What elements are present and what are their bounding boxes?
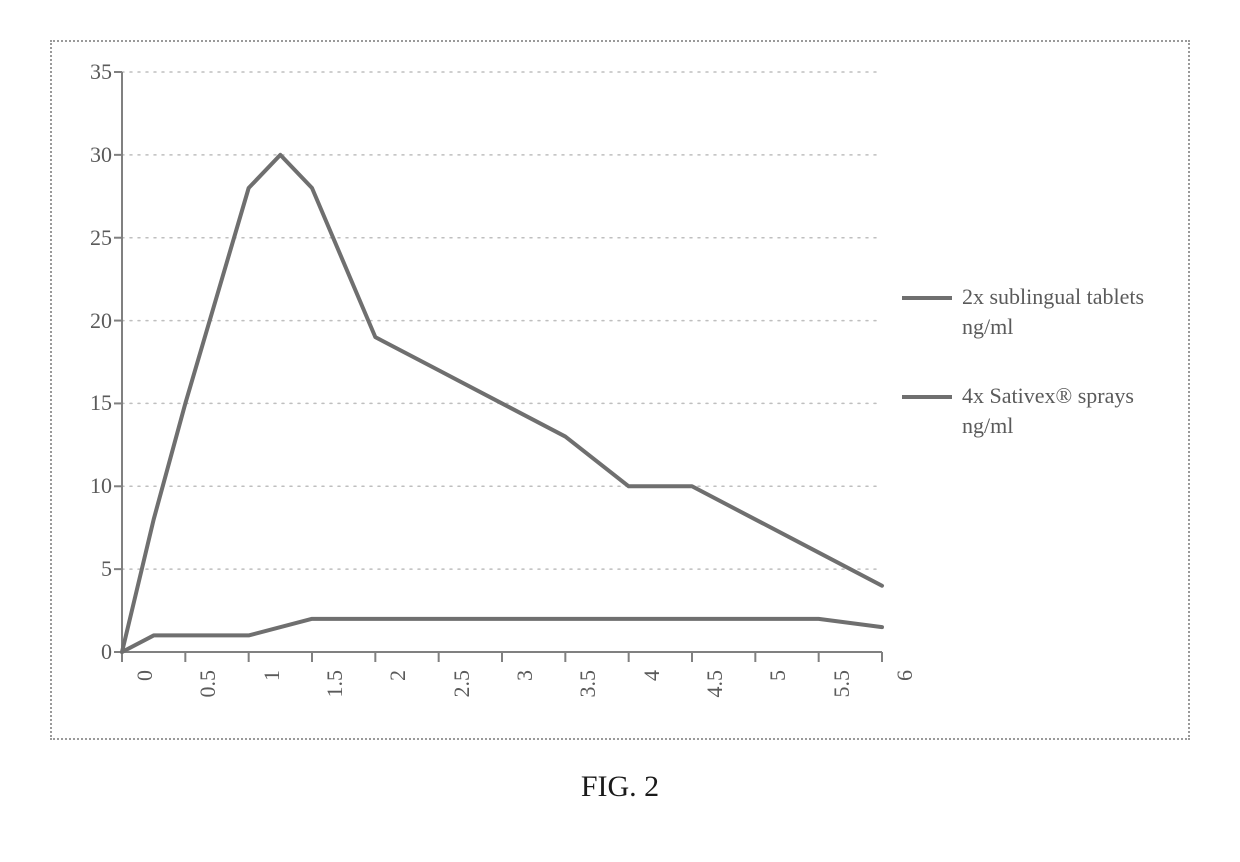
x-tick-label: 3 [512, 670, 538, 740]
y-tick-label: 25 [64, 225, 112, 251]
x-tick-label: 1.5 [322, 670, 348, 740]
y-tick-label: 30 [64, 142, 112, 168]
legend-item: 4x Sativex® sprays ng/ml [902, 381, 1172, 440]
y-tick-label: 35 [64, 59, 112, 85]
x-tick-label: 6 [892, 670, 918, 740]
x-tick-label: 5 [765, 670, 791, 740]
x-tick-label: 5.5 [829, 670, 855, 740]
chart-legend: 2x sublingual tablets ng/ml 4x Sativex® … [902, 282, 1172, 481]
legend-swatch [902, 395, 952, 399]
y-tick-label: 5 [64, 556, 112, 582]
chart-panel: 05101520253035 00.511.522.533.544.555.56… [50, 40, 1190, 740]
y-tick-label: 20 [64, 308, 112, 334]
chart-grid [122, 72, 882, 652]
page: 05101520253035 00.511.522.533.544.555.56… [0, 0, 1240, 862]
x-tick-label: 0.5 [195, 670, 221, 740]
series-line-sativex [122, 619, 882, 652]
x-tick-label: 1 [259, 670, 285, 740]
x-tick-label: 2.5 [449, 670, 475, 740]
x-tick-label: 0 [132, 670, 158, 740]
x-tick-label: 2 [385, 670, 411, 740]
chart-axes [114, 72, 882, 662]
figure-caption: FIG. 2 [0, 770, 1240, 804]
x-tick-label: 4.5 [702, 670, 728, 740]
x-tick-label: 4 [639, 670, 665, 740]
legend-swatch [902, 296, 952, 300]
legend-label: 4x Sativex® sprays ng/ml [962, 381, 1172, 440]
y-tick-label: 0 [64, 639, 112, 665]
y-tick-label: 15 [64, 390, 112, 416]
x-tick-label: 3.5 [575, 670, 601, 740]
legend-label: 2x sublingual tablets ng/ml [962, 282, 1172, 341]
chart-plot-area: 05101520253035 00.511.522.533.544.555.56 [122, 72, 882, 652]
legend-item: 2x sublingual tablets ng/ml [902, 282, 1172, 341]
chart-svg [122, 72, 882, 652]
y-tick-label: 10 [64, 473, 112, 499]
